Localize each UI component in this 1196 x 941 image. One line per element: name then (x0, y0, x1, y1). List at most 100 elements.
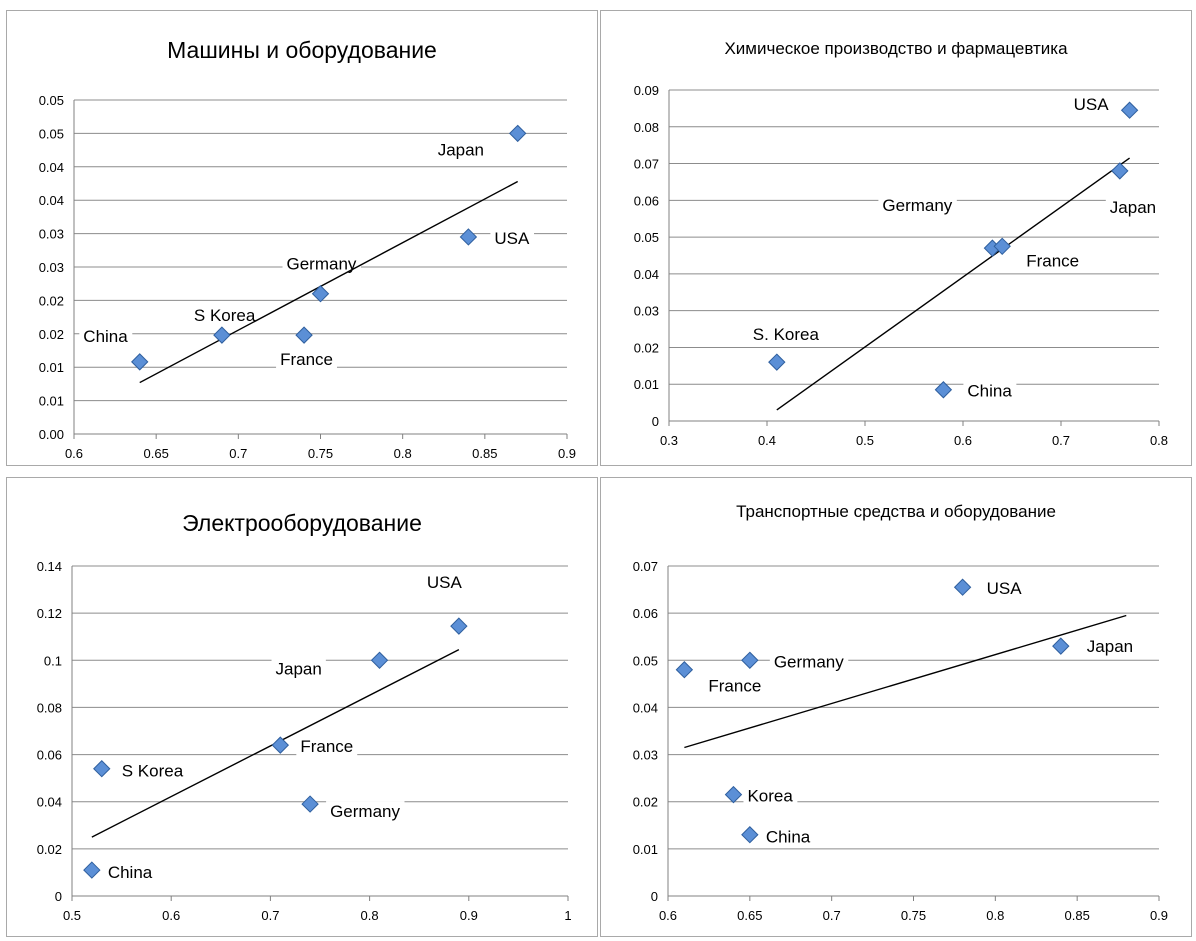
y-tick-label: 0.05 (39, 126, 64, 141)
data-label-usa: USA (1074, 95, 1110, 114)
data-label-japan: Japan (276, 659, 322, 678)
y-tick-label: 0.07 (633, 559, 658, 574)
data-label-s-korea: S. Korea (753, 325, 820, 344)
data-label-germany: Germany (330, 802, 400, 821)
x-tick-label: 0.8 (394, 446, 412, 461)
x-tick-label: 0.7 (261, 908, 279, 923)
data-label-backdrop (433, 139, 489, 161)
x-tick-label: 1 (564, 908, 571, 923)
data-label-backdrop (963, 380, 1017, 402)
data-label-china: China (967, 382, 1012, 401)
y-tick-label: 0.02 (39, 293, 64, 308)
data-point-germany (311, 285, 330, 303)
data-point-germany (741, 651, 759, 669)
y-tick-label: 0.14 (37, 559, 62, 574)
point-labels: France Korea Germany China USA Japan (704, 578, 1138, 848)
data-label-s-korea: S Korea (122, 762, 184, 781)
data-label-backdrop (1069, 94, 1114, 116)
data-point-germany (301, 795, 319, 813)
data-label-s-korea: S Korea (194, 306, 256, 325)
x-tick-label: 0.75 (308, 446, 333, 461)
point-labels: China S Korea France Germany USA Japan (79, 139, 535, 371)
y-tick-label: 0.03 (634, 304, 659, 319)
y-tick-label: 0.06 (633, 606, 658, 621)
x-tick-label: 0.65 (737, 908, 762, 923)
data-label-backdrop (1022, 250, 1084, 272)
data-label-backdrop (748, 324, 824, 346)
data-point-france (993, 237, 1011, 256)
chart-title: Машины и оборудование (167, 37, 437, 63)
x-tick-label: 0.85 (1065, 908, 1090, 923)
data-point-usa (450, 617, 468, 635)
point-labels: S. Korea China Germany France Japan USA (748, 94, 1161, 402)
y-tick-label: 0.07 (634, 157, 659, 172)
data-point-korea (724, 785, 743, 804)
data-point-usa (1120, 101, 1139, 119)
point-labels: China S Korea France Germany Japan USA (103, 572, 467, 884)
x-tick-label: 0.6 (162, 908, 180, 923)
trendline (139, 180, 519, 384)
y-tick-label: 0.01 (39, 394, 64, 409)
y-tick-label: 0.1 (44, 653, 62, 668)
data-point-china (741, 826, 759, 844)
data-label-backdrop (117, 760, 188, 782)
data-label-backdrop (743, 785, 798, 807)
x-tick-label: 0.75 (901, 908, 926, 923)
y-tick-label: 0.05 (634, 230, 659, 245)
y-tick-label: 0.02 (634, 340, 659, 355)
y-tick-label: 0.09 (634, 83, 659, 98)
data-label-germany: Germany (774, 652, 844, 671)
chart-title: Химическое производство и фармацевтика (724, 39, 1068, 58)
data-label-usa: USA (987, 579, 1023, 598)
data-point-china (934, 381, 953, 399)
data-label-usa: USA (494, 229, 530, 248)
data-label-usa: USA (427, 573, 463, 592)
data-label-china: China (766, 828, 811, 847)
data-label-backdrop (704, 675, 766, 697)
data-point-s-korea (768, 353, 786, 371)
x-tick-label: 0.6 (65, 446, 83, 461)
data-label-germany: Germany (882, 196, 952, 215)
chart-panel-machinery: Машины и оборудование 0.00 0.01 0.01 0.02 0.… (6, 10, 598, 466)
x-tick-label: 0.9 (558, 446, 576, 461)
x-tick-label: 0.8 (361, 908, 379, 923)
chart-plot: 0.00 0.01 0.01 0.02 0.02 0.03 0.03 0.04 0.04 0.05… (39, 93, 576, 461)
y-tick-label: 0.06 (37, 748, 62, 763)
data-label-backdrop (1082, 636, 1138, 658)
data-label-france: France (280, 350, 333, 369)
data-point-japan (1111, 162, 1129, 180)
x-tick-label: 0.65 (144, 446, 169, 461)
data-label-backdrop (296, 736, 358, 758)
data-label-china: China (83, 327, 128, 346)
data-point-china (131, 353, 149, 371)
y-tick-label: 0.12 (37, 606, 62, 621)
data-point-france (295, 326, 313, 344)
y-tick-label: 0.04 (39, 160, 64, 175)
data-label-france: France (1026, 251, 1079, 270)
data-label-backdrop (982, 578, 1027, 600)
x-tick-label: 0.9 (460, 908, 478, 923)
y-tick-label: 0 (651, 889, 658, 904)
data-label-backdrop (769, 651, 849, 673)
data-point-france (675, 661, 694, 679)
x-tick-label: 0.6 (659, 908, 677, 923)
data-label-japan: Japan (1110, 198, 1156, 217)
data-label-backdrop (103, 862, 157, 884)
data-label-korea: Korea (747, 787, 793, 806)
y-tick-label: 0 (55, 889, 62, 904)
chart-plot: 0 0.01 0.02 0.03 0.04 0.05 0.06 0.07 0.6 0.65 0.7 0… (633, 559, 1168, 923)
chart-panel-transport: Транспортные средства и оборудование 0 0.… (600, 477, 1192, 937)
data-point-japan (508, 124, 527, 143)
data-label-france: France (300, 737, 353, 756)
y-tick-label: 0 (652, 414, 659, 429)
data-label-japan: Japan (438, 140, 484, 159)
x-tick-label: 0.9 (1150, 908, 1168, 923)
data-label-backdrop (490, 227, 535, 249)
y-tick-label: 0.06 (634, 193, 659, 208)
chart-title: Транспортные средства и оборудование (736, 502, 1056, 521)
y-tick-label: 0.01 (633, 842, 658, 857)
y-tick-label: 0.04 (37, 795, 62, 810)
x-tick-label: 0.4 (758, 433, 776, 448)
y-tick-label: 0.01 (634, 377, 659, 392)
data-label-backdrop (761, 826, 815, 848)
